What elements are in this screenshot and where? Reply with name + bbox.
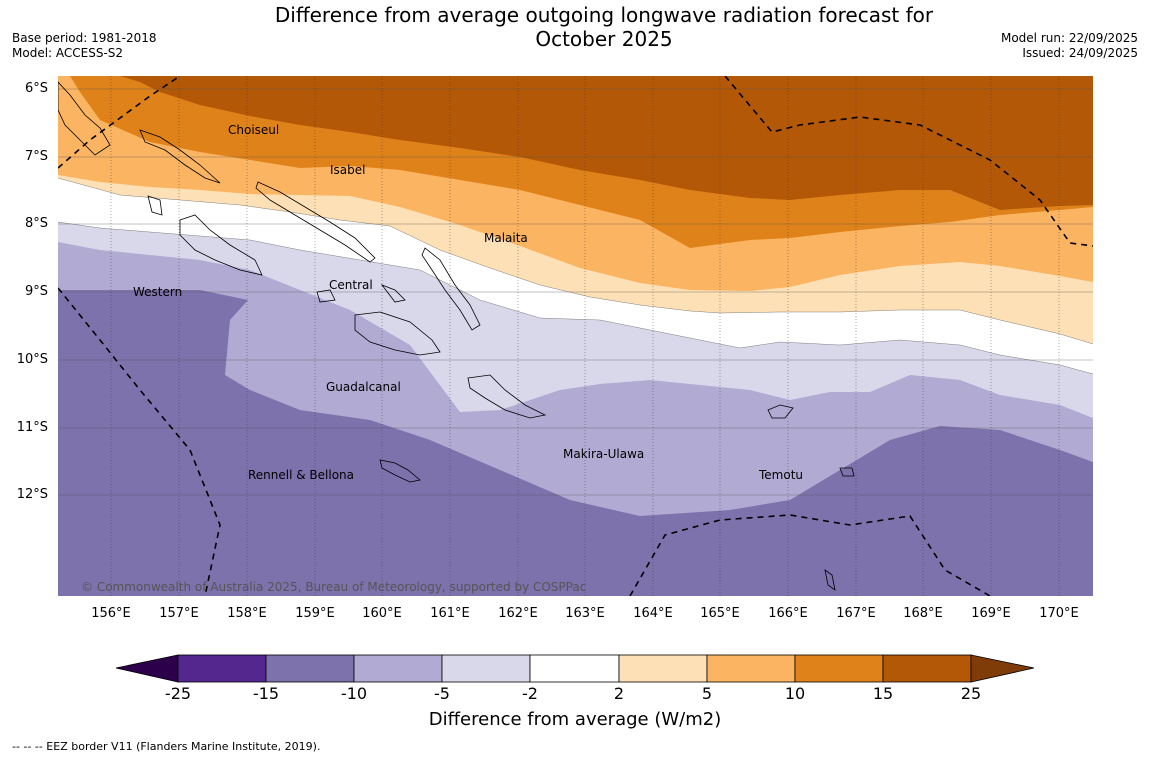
small-island-1 <box>839 467 855 477</box>
region-label-choiseul: Choiseul <box>228 123 280 137</box>
colorbar-tick: -5 <box>434 684 450 703</box>
small-island-5 <box>824 569 836 591</box>
eez-border <box>58 76 1093 596</box>
colorbar-segment-2 <box>265 654 355 683</box>
lat-label: 9°S <box>24 284 48 299</box>
colorbar-under-arrow <box>115 654 179 683</box>
issued-date: Issued: 24/09/2025 <box>1022 46 1138 60</box>
rennell-island <box>379 459 421 483</box>
lon-label: 170°E <box>1039 606 1079 621</box>
region-label-temotu: Temotu <box>759 468 804 482</box>
lat-label: 10°S <box>16 352 48 367</box>
colorbar-tick: 25 <box>960 684 982 703</box>
contour-layers <box>58 76 1093 596</box>
model-run: Model run: 22/09/2025 <box>1000 31 1138 45</box>
region-label-makira-ulawa: Makira-Ulawa <box>563 447 645 461</box>
new-georgia-island <box>179 214 263 276</box>
band-plus15-plus25 <box>120 76 1093 210</box>
colorbar <box>115 654 1035 683</box>
small-island-3 <box>147 195 163 216</box>
small-island-4 <box>380 284 406 303</box>
colorbar-tick: 10 <box>784 684 806 703</box>
lon-label: 161°E <box>430 606 470 621</box>
meta-right: Model run: 22/09/2025 Issued: 24/09/2025 <box>1001 31 1138 61</box>
lon-label: 159°E <box>295 606 335 621</box>
colorbar-tick: 15 <box>872 684 894 703</box>
region-label-rennell-bellona: Rennell & Bellona <box>248 468 355 482</box>
colorbar-tick: 5 <box>701 684 713 703</box>
lon-label: 168°E <box>903 606 943 621</box>
colorbar-segment-1 <box>177 654 267 683</box>
contour-lines <box>58 177 1093 375</box>
colorbar-segment-9 <box>882 654 972 683</box>
colorbar-tick: -25 <box>164 684 192 703</box>
colorbar-segment-7 <box>706 654 796 683</box>
colorbar-segment-6 <box>618 654 708 683</box>
region-label-malaita: Malaita <box>484 231 528 245</box>
colorbar-over-arrow <box>970 654 1035 683</box>
lat-label: 6°S <box>24 81 48 96</box>
model-name: Model: ACCESS-S2 <box>12 46 124 60</box>
choiseul-island <box>139 129 221 184</box>
colorbar-segment-4 <box>441 654 531 683</box>
lon-label: 169°E <box>971 606 1011 621</box>
region-label-isabel: Isabel <box>330 163 366 177</box>
copyright-notice: © Commonwealth of Australia 2025, Bureau… <box>81 580 587 594</box>
colorbar-tick: -2 <box>522 684 538 703</box>
colorbar-segment-8 <box>794 654 884 683</box>
lat-label: 11°S <box>16 420 48 435</box>
colorbar-title: Difference from average (W/m2) <box>428 709 722 730</box>
region-label-guadalcanal: Guadalcanal <box>326 380 401 394</box>
colorbar-tick: 2 <box>613 684 625 703</box>
lon-label: 156°E <box>91 606 131 621</box>
colorbar-segment-5 <box>529 654 620 683</box>
region-label-western: Western <box>133 285 183 299</box>
base-period: Base period: 1981-2018 <box>12 31 157 45</box>
malaita-island <box>421 247 481 331</box>
small-island-2 <box>316 289 336 303</box>
title-line-1: Difference from average outgoing longwav… <box>274 3 934 27</box>
lon-label: 164°E <box>633 606 673 621</box>
region-label-central: Central <box>329 278 373 292</box>
eez-legend: -- -- -- EEZ border V11 (Flanders Marine… <box>12 740 321 753</box>
map-title: Difference from average outgoing longwav… <box>0 3 1150 51</box>
lon-label: 157°E <box>159 606 199 621</box>
islands <box>58 81 855 591</box>
colorbar-tick: -10 <box>340 684 368 703</box>
lat-label: 12°S <box>16 487 48 502</box>
santa-cruz-island <box>767 404 794 419</box>
lon-label: 165°E <box>700 606 740 621</box>
bougainville-coast <box>58 81 111 156</box>
lon-label: 166°E <box>768 606 808 621</box>
colorbar-tick: -15 <box>252 684 280 703</box>
lon-label: 158°E <box>227 606 267 621</box>
lon-label: 167°E <box>836 606 876 621</box>
lon-label: 163°E <box>565 606 605 621</box>
colorbar-segment-3 <box>353 654 443 683</box>
makira-island <box>467 374 547 419</box>
title-line-2: October 2025 <box>535 27 673 51</box>
lon-label: 160°E <box>362 606 402 621</box>
meta-left: Base period: 1981-2018 Model: ACCESS-S2 <box>12 31 157 61</box>
lat-label: 8°S <box>24 216 48 231</box>
lon-label: 162°E <box>498 606 538 621</box>
guadalcanal-island <box>354 311 441 356</box>
isabel-island <box>255 181 376 263</box>
lat-label: 7°S <box>24 149 48 164</box>
